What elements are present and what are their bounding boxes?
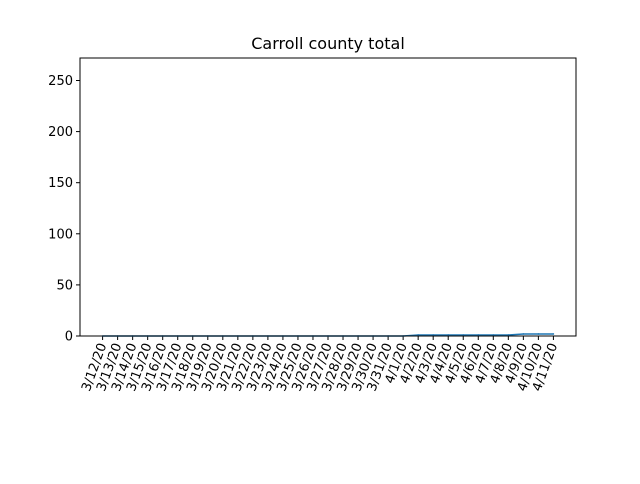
y-tick-label: 50 bbox=[56, 278, 73, 293]
data-point bbox=[462, 334, 465, 336]
data-point bbox=[507, 334, 510, 336]
data-point bbox=[417, 334, 419, 336]
data-point bbox=[537, 333, 540, 335]
data-point bbox=[447, 334, 450, 336]
data-point bbox=[552, 333, 555, 335]
y-tick-label: 250 bbox=[48, 74, 73, 89]
y-tick-label: 100 bbox=[48, 227, 73, 242]
data-point bbox=[522, 333, 525, 335]
data-point bbox=[432, 334, 434, 336]
chart-title: Carroll county total bbox=[251, 34, 405, 53]
y-tick-label: 200 bbox=[48, 125, 73, 140]
y-axis: 0 50 100 150 200 250 bbox=[48, 74, 80, 345]
y-tick-label: 150 bbox=[48, 176, 73, 191]
data-point bbox=[492, 334, 495, 336]
data-point bbox=[477, 334, 480, 336]
plot-frame bbox=[79, 57, 577, 337]
y-tick-label: 0 bbox=[65, 330, 73, 345]
